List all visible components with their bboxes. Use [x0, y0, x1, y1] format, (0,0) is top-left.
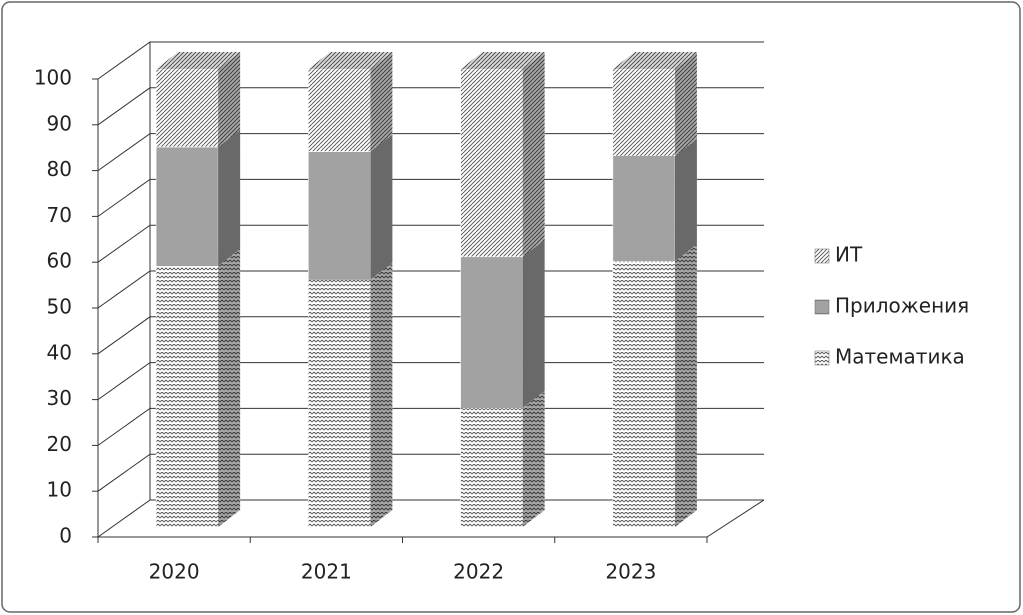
bar-top-shade: [612, 52, 697, 69]
bar-side: [218, 129, 241, 266]
bar-side: [522, 52, 545, 257]
bar-side-shade: [522, 52, 545, 257]
bar-side: [522, 390, 545, 527]
y-tick-label: 90: [47, 111, 72, 135]
bar-side-shade: [218, 248, 241, 527]
bar-side: [370, 52, 393, 152]
bar-side: [522, 239, 545, 408]
bar-segment: [155, 68, 219, 148]
bar-top-shade: [308, 52, 393, 69]
bar-segment: [612, 155, 676, 262]
y-tick-label: 100: [34, 66, 72, 90]
bar-top: [460, 52, 545, 69]
bar-side-shade: [370, 52, 393, 152]
y-tick-label: 40: [47, 340, 72, 364]
bar-top-shade: [460, 52, 545, 69]
bar-side-shade: [522, 390, 545, 527]
bar-top-shade: [156, 52, 241, 69]
bar-side: [370, 134, 393, 280]
bar-segment: [155, 146, 219, 267]
y-tick-label: 20: [47, 432, 72, 456]
x-tick-label: 2020: [149, 560, 200, 584]
bar-side: [218, 52, 241, 147]
x-tick-label: 2023: [605, 560, 656, 584]
bar-side: [218, 248, 241, 527]
bar-top: [308, 52, 393, 69]
y-tick-label: 50: [47, 295, 72, 319]
bar-side-shade: [218, 52, 241, 147]
bar-side-shade: [674, 52, 697, 157]
bar-side: [674, 52, 697, 157]
bar-side: [674, 139, 697, 262]
y-tick-label: 60: [47, 249, 72, 273]
bar-segment: [155, 265, 219, 528]
bar-segment: [460, 407, 523, 528]
legend-label: ИТ: [835, 243, 863, 267]
bar-side-shade: [370, 134, 393, 280]
y-tick-label: 70: [47, 203, 72, 227]
legend-swatch: [814, 248, 830, 264]
y-tick-label: 10: [47, 478, 72, 502]
bar-side: [370, 262, 393, 527]
y-tick-label: 30: [47, 386, 72, 410]
legend-swatch: [814, 350, 830, 366]
legend-swatch: [814, 299, 830, 315]
bar-top: [156, 52, 241, 69]
x-tick-label: 2021: [301, 560, 352, 584]
bar-segment: [612, 68, 676, 157]
x-tick-label: 2022: [453, 560, 504, 584]
legend-label: Приложения: [835, 294, 969, 318]
bar-segment: [308, 279, 371, 528]
bar-side: [674, 244, 697, 528]
bar-side-shade: [370, 262, 393, 527]
bar-segment: [460, 68, 523, 258]
bar-top: [612, 52, 697, 69]
bar-side-shade: [674, 244, 697, 528]
bar-side-shade: [522, 239, 545, 408]
bar-segment: [612, 261, 676, 528]
y-tick-label: 80: [47, 157, 72, 181]
legend-label: Математика: [835, 345, 965, 369]
bar-segment: [308, 68, 371, 152]
bar-side-shade: [218, 129, 241, 266]
bar-segment: [308, 151, 371, 280]
bar-side-shade: [674, 139, 697, 262]
bar-segment: [460, 256, 523, 409]
y-tick-label: 0: [59, 524, 72, 548]
